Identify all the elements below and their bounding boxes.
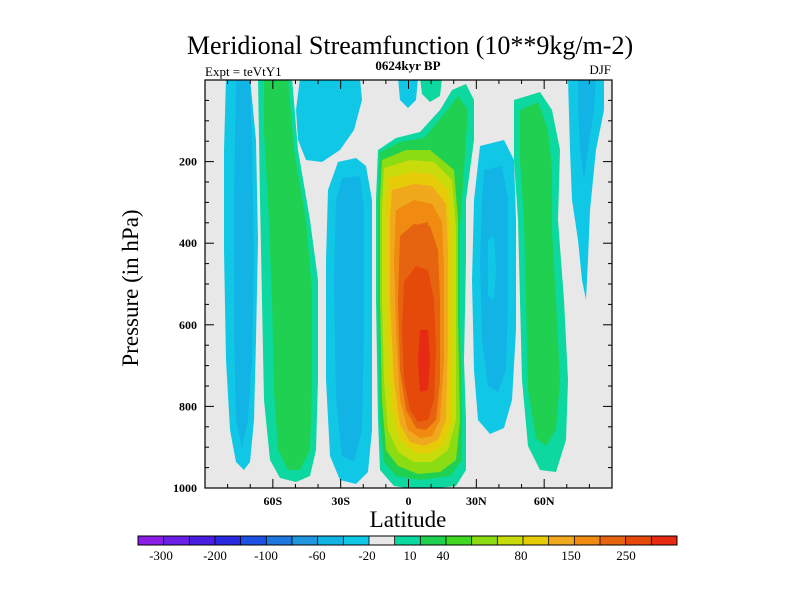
season-label: DJF [589, 62, 611, 77]
colorbar-label: -200 [203, 548, 227, 563]
contour-field [224, 80, 604, 488]
colorbar-swatch [292, 536, 318, 545]
nh-ferrel-negative-cell [472, 140, 516, 434]
x-tick-label: 60S [263, 494, 282, 508]
y-tick-label: 600 [179, 318, 197, 332]
y-tick-label: 800 [179, 399, 197, 413]
colorbar-label: -100 [254, 548, 278, 563]
colorbar: -300 -200 -100 -60 -20 10 40 80 150 250 [137, 535, 678, 563]
x-tick-label: 60N [534, 494, 555, 508]
colorbar-swatch [548, 536, 575, 545]
axes-ticks: 60S 30S 0 30N 60N 200 400 600 800 1000 [173, 80, 612, 508]
colorbar-frame [137, 535, 678, 546]
y-tick-label: 400 [179, 236, 197, 250]
colorbar-swatch [600, 536, 626, 545]
colorbar-label: 250 [616, 548, 636, 563]
colorbar-swatch [138, 536, 164, 545]
y-tick-label: 1000 [173, 481, 197, 495]
colorbar-label: -300 [149, 548, 173, 563]
y-tick-label: 200 [179, 155, 197, 169]
top-center-blob [398, 80, 442, 108]
sh-ferrel-negative-cell [326, 158, 372, 484]
colorbar-swatch [471, 536, 498, 545]
sh-midlat-positive-cell [258, 80, 318, 482]
colorbar-swatch [446, 536, 472, 545]
colorbar-swatch [163, 536, 190, 545]
colorbar-swatch [343, 536, 370, 545]
colorbar-swatch [574, 536, 601, 545]
colorbar-swatch [420, 536, 447, 545]
colorbar-label: 10 [404, 548, 417, 563]
period-label: 0624kyr BP [375, 58, 440, 73]
hadley-positive-cell [376, 84, 474, 488]
y-axis-label: Pressure (in hPa) [118, 209, 143, 366]
x-axis-label: Latitude [370, 507, 447, 532]
nh-polar-negative-cell [568, 80, 604, 300]
x-tick-label: 0 [406, 494, 412, 508]
sh-polar-negative-cell [224, 80, 258, 470]
colorbar-label: 150 [561, 548, 581, 563]
nh-midlat-positive-cell [514, 92, 568, 472]
colorbar-swatch [497, 536, 524, 545]
chart-title: Meridional Streamfunction (10**9kg/m-2) [187, 31, 633, 60]
colorbar-swatch [266, 536, 293, 545]
colorbar-swatch [189, 536, 216, 545]
colorbar-swatch [369, 536, 395, 545]
x-tick-label: 30S [331, 494, 350, 508]
colorbar-label: -20 [358, 548, 375, 563]
colorbar-swatch [523, 536, 549, 545]
sh-upper-negative-blob [296, 80, 362, 162]
colorbar-swatch [317, 536, 344, 545]
colorbar-swatch [394, 536, 421, 545]
colorbar-swatch [651, 536, 678, 545]
colorbar-swatch [240, 536, 267, 545]
x-tick-label: 30N [466, 494, 487, 508]
colorbar-swatch [625, 536, 652, 545]
colorbar-label: 80 [515, 548, 528, 563]
plot-area: 60S 30S 0 30N 60N 200 400 600 800 1000 [173, 79, 613, 508]
colorbar-swatch [215, 536, 241, 545]
experiment-label: Expt = teVtY1 [205, 64, 282, 79]
colorbar-label: 40 [437, 548, 450, 563]
colorbar-label: -60 [308, 548, 325, 563]
